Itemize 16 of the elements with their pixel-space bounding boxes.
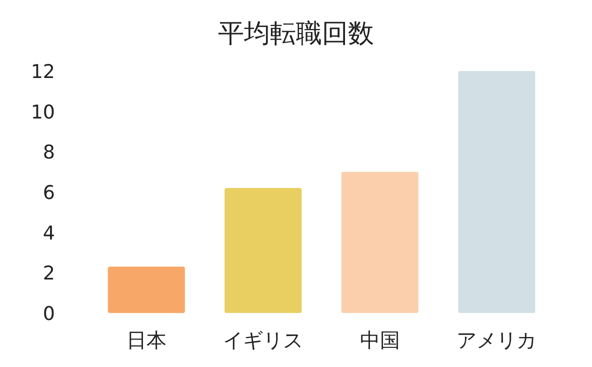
- bar: [108, 266, 185, 313]
- y-tick-label: 2: [42, 262, 55, 285]
- y-tick-label: 12: [30, 61, 55, 83]
- bar: [224, 188, 302, 313]
- x-tick-label: 日本: [126, 328, 166, 352]
- bar: [341, 172, 418, 313]
- x-tick-label: イギリス: [223, 328, 304, 352]
- chart-title: 平均転職回数: [218, 19, 374, 49]
- bar: [458, 71, 536, 313]
- y-tick-label: 4: [42, 222, 55, 244]
- y-tick-label: 8: [42, 142, 55, 164]
- y-tick-label: 10: [30, 101, 55, 124]
- y-tick-label: 6: [42, 182, 55, 204]
- y-tick-label: 0: [42, 303, 55, 325]
- x-tick-label: 中国: [360, 328, 400, 352]
- x-tick-label: アメリカ: [456, 328, 537, 352]
